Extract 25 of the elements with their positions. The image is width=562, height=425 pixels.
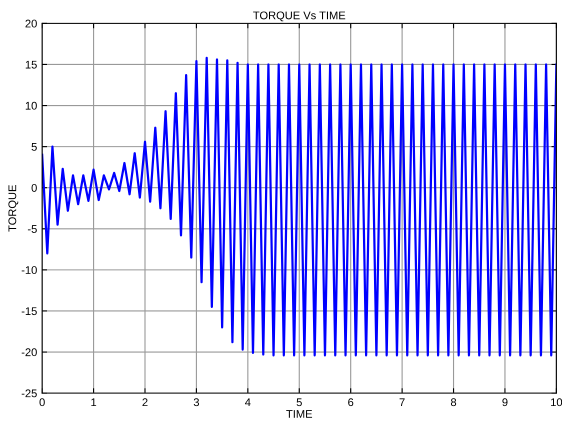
y-tick-label: -15	[22, 307, 37, 316]
y-tick-label: 20	[25, 20, 37, 28]
x-tick-label: 5	[296, 398, 302, 406]
line-series	[42, 56, 556, 356]
x-tick-label: 9	[502, 398, 508, 406]
x-tick-label: 1	[91, 398, 96, 406]
y-tick-label: 0	[32, 184, 37, 192]
y-tick-label: -10	[22, 266, 37, 274]
y-tick-label: 5	[32, 143, 37, 151]
x-tick-label: 2	[142, 398, 148, 406]
x-tick-label: 6	[348, 398, 354, 406]
y-tick-label: 15	[26, 60, 37, 69]
y-tick-label: -5	[28, 225, 37, 233]
chart-title: TORQUE Vs TIME	[253, 11, 346, 22]
y-tick-label: 10	[26, 102, 37, 110]
x-tick-label: 3	[194, 398, 200, 406]
x-tick-label: 0	[39, 398, 45, 406]
y-tick-label: -20	[22, 348, 37, 356]
y-axis-title: TORQUE	[8, 185, 18, 232]
y-tick-label: -25	[22, 389, 37, 398]
x-axis-title: TIME	[286, 410, 312, 418]
x-tick-label: 8	[450, 398, 456, 406]
x-tick-label: 10	[551, 398, 562, 406]
x-tick-label: 7	[400, 398, 405, 406]
x-tick-label: 4	[245, 398, 251, 406]
